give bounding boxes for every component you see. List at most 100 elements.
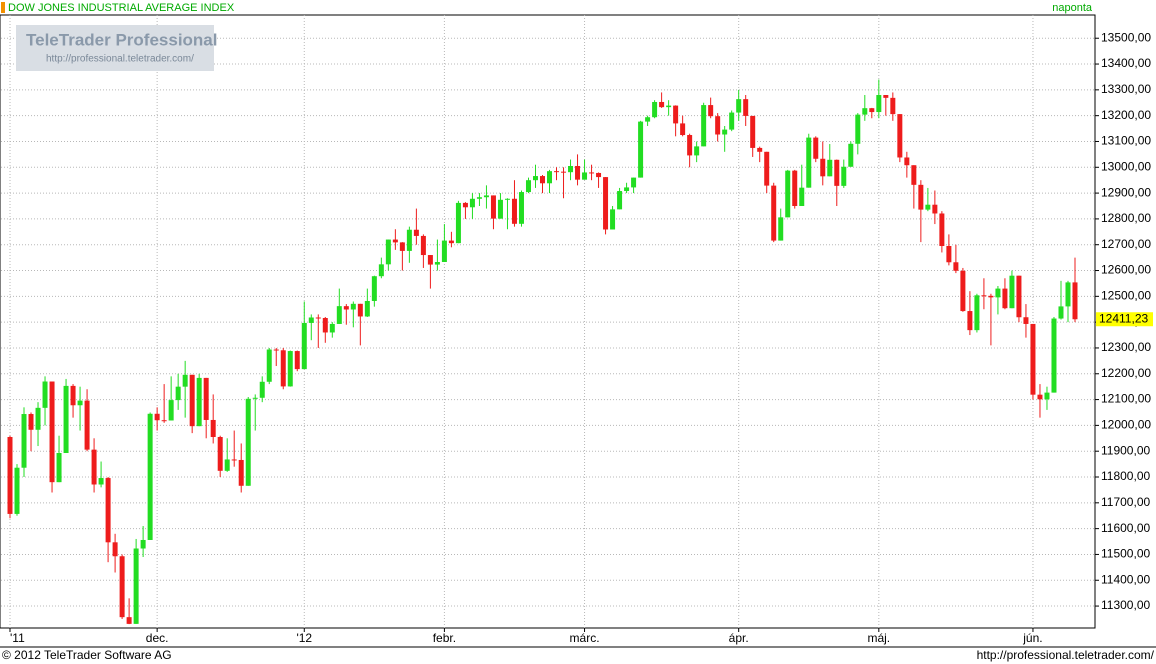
candle-body bbox=[406, 229, 412, 251]
candle-body bbox=[434, 262, 440, 265]
candle-body bbox=[476, 197, 482, 199]
candle-body bbox=[610, 209, 616, 230]
y-tick-label: 12100,00 bbox=[1101, 392, 1151, 406]
candle-body bbox=[147, 413, 153, 540]
y-tick-label: 12700,00 bbox=[1101, 237, 1151, 251]
candle-body bbox=[568, 165, 574, 173]
candle-body bbox=[981, 295, 987, 297]
watermark-box bbox=[16, 25, 214, 71]
candle-body bbox=[189, 374, 195, 427]
candle-body bbox=[694, 146, 700, 156]
candle-body bbox=[799, 187, 805, 206]
candle-body bbox=[575, 165, 581, 180]
candle-body bbox=[582, 172, 588, 180]
candle-body bbox=[785, 170, 791, 218]
candle-body bbox=[918, 184, 924, 210]
x-tick-label: márc. bbox=[570, 631, 600, 645]
chart-title: DOW JONES INDUSTRIAL AVERAGE INDEX bbox=[8, 2, 235, 14]
candle-body bbox=[995, 288, 1001, 298]
x-tick-label: ápr. bbox=[729, 631, 749, 645]
candle-body bbox=[561, 171, 567, 173]
last-value-label: 12411,23 bbox=[1099, 311, 1148, 325]
candle-body bbox=[329, 323, 335, 333]
candle-body bbox=[596, 172, 602, 178]
candle-body bbox=[911, 165, 917, 185]
y-tick-label: 12200,00 bbox=[1101, 366, 1151, 380]
x-tick-label: dec. bbox=[146, 631, 169, 645]
candle-body bbox=[645, 117, 651, 122]
y-tick-label: 13200,00 bbox=[1101, 108, 1151, 122]
y-tick-label: 11500,00 bbox=[1101, 547, 1150, 561]
footer-copyright: © 2012 TeleTrader Software AG bbox=[2, 648, 172, 662]
candle-body bbox=[462, 202, 468, 208]
y-tick-label: 13100,00 bbox=[1101, 134, 1151, 148]
candle-body bbox=[736, 99, 742, 113]
candle-body bbox=[294, 351, 300, 370]
candle-body bbox=[589, 172, 595, 174]
candle-body bbox=[336, 306, 342, 324]
candle-body bbox=[525, 180, 531, 193]
candle-body bbox=[301, 322, 307, 370]
candle-body bbox=[848, 143, 854, 167]
candle-body bbox=[617, 191, 623, 210]
candle-body bbox=[315, 317, 321, 319]
candle-body bbox=[35, 407, 41, 430]
x-tick-label: jún. bbox=[1022, 631, 1042, 645]
candle-body bbox=[357, 303, 363, 317]
candle-body bbox=[259, 381, 265, 398]
candle-body bbox=[77, 400, 83, 406]
candle-body bbox=[266, 349, 272, 382]
candle-body bbox=[231, 459, 237, 461]
grid bbox=[1, 15, 1095, 628]
candle-body bbox=[673, 105, 679, 124]
candle-body bbox=[70, 385, 76, 406]
candle-body bbox=[42, 381, 48, 408]
candle-body bbox=[953, 262, 959, 271]
candle-body bbox=[504, 198, 510, 200]
candle-body bbox=[161, 420, 167, 422]
y-tick-label: 11400,00 bbox=[1101, 572, 1150, 586]
candle-body bbox=[343, 306, 349, 310]
candle-body bbox=[757, 147, 763, 152]
candle-body bbox=[518, 192, 524, 224]
candle-body bbox=[603, 177, 609, 230]
candle-body bbox=[806, 137, 812, 188]
candle-body bbox=[813, 137, 819, 159]
candle-body bbox=[960, 270, 966, 312]
watermark: TeleTrader Professional http://professio… bbox=[16, 25, 217, 71]
candle-body bbox=[771, 185, 777, 241]
y-tick-label: 12300,00 bbox=[1101, 340, 1151, 354]
candles bbox=[7, 79, 1078, 625]
candle-body bbox=[897, 114, 903, 158]
candle-body bbox=[371, 276, 377, 301]
candle-body bbox=[63, 385, 69, 454]
candle-body bbox=[820, 158, 826, 177]
candle-body bbox=[778, 217, 784, 241]
candle-body bbox=[483, 195, 489, 198]
candle-body bbox=[764, 151, 770, 186]
candle-body bbox=[1072, 282, 1078, 320]
candle-body bbox=[652, 101, 658, 118]
candle-body bbox=[210, 419, 216, 438]
candle-body bbox=[126, 617, 132, 624]
candle-body bbox=[841, 166, 847, 186]
candle-body bbox=[91, 449, 97, 485]
candle-body bbox=[1058, 306, 1064, 319]
candle-body bbox=[974, 295, 980, 331]
candle-body bbox=[203, 377, 209, 420]
candle-body bbox=[119, 556, 125, 618]
candle-body bbox=[1030, 323, 1036, 395]
candle-body bbox=[1051, 318, 1057, 393]
y-tick-label: 11600,00 bbox=[1101, 521, 1150, 535]
candle-body bbox=[1037, 394, 1043, 400]
candle-body bbox=[890, 97, 896, 115]
candle-body bbox=[708, 105, 714, 117]
y-tick-label: 13300,00 bbox=[1101, 82, 1151, 96]
candle-body bbox=[245, 398, 251, 486]
candle-body bbox=[427, 255, 433, 265]
candle-body bbox=[322, 318, 328, 333]
candle-body bbox=[1016, 275, 1022, 318]
candle-body bbox=[385, 239, 391, 265]
last-value-box bbox=[1096, 312, 1153, 327]
y-tick-label: 12900,00 bbox=[1101, 185, 1151, 199]
